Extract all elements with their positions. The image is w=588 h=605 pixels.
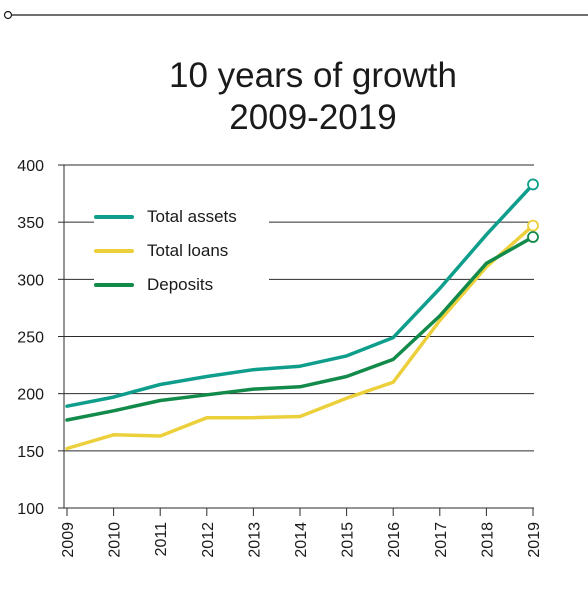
legend: Total assets Total loans Deposits <box>94 201 269 305</box>
header-decor <box>3 10 588 20</box>
x-tick-label-2009: 2009 <box>60 522 77 558</box>
x-tick-label-2014: 2014 <box>293 522 310 558</box>
series-end-marker-deposits <box>527 231 539 243</box>
y-tick-label-300: 300 <box>17 272 44 289</box>
axes <box>58 164 534 516</box>
x-tick-label-2018: 2018 <box>479 522 496 558</box>
series-line-deposits <box>65 235 535 422</box>
y-tick-label-200: 200 <box>17 387 44 404</box>
y-tick-label-250: 250 <box>17 330 44 347</box>
y-tick-label-100: 100 <box>17 501 44 518</box>
legend-label-deposits: Deposits <box>147 275 214 294</box>
header-rule-endpoint <box>3 10 13 20</box>
y-tick-labels: 100 150 200 250 300 350 400 <box>17 158 44 518</box>
series-line-total-loans <box>65 223 535 451</box>
legend-item-deposits: Deposits <box>94 273 213 297</box>
chart-title: 10 years of growth <box>169 56 457 95</box>
series-end-markers <box>527 178 539 243</box>
y-tick-label-150: 150 <box>17 444 44 461</box>
x-tick-label-2019: 2019 <box>526 522 543 558</box>
y-tick-label-350: 350 <box>17 215 44 232</box>
series-lines <box>65 182 535 451</box>
x-tick-label-2013: 2013 <box>246 522 263 558</box>
x-tick-label-2011: 2011 <box>153 522 170 557</box>
legend-item-total-assets: Total assets <box>94 205 237 229</box>
legend-swatch-deposits <box>94 283 134 287</box>
legend-label-total-loans: Total loans <box>147 241 229 260</box>
x-tick-label-2012: 2012 <box>200 522 217 558</box>
legend-label-total-assets: Total assets <box>147 207 237 226</box>
legend-item-total-loans: Total loans <box>94 239 228 263</box>
x-tick-label-2015: 2015 <box>340 522 357 558</box>
series-end-marker-total-loans <box>527 219 539 232</box>
legend-swatch-total-assets <box>94 215 134 219</box>
series-line-total-assets <box>65 182 535 408</box>
legend-swatch-total-loans <box>94 249 134 253</box>
x-tick-label-2016: 2016 <box>386 522 403 558</box>
gridlines <box>64 164 534 452</box>
x-tick-label-2017: 2017 <box>433 522 450 558</box>
x-tick-label-2010: 2010 <box>107 522 124 558</box>
chart-subtitle: 2009-2019 <box>229 98 397 137</box>
series-end-marker-total-assets <box>527 178 539 191</box>
x-tick-labels: 2009 2010 2011 2012 2013 2014 2015 2016 2017 2018… <box>60 522 543 558</box>
y-tick-label-400: 400 <box>17 158 44 175</box>
